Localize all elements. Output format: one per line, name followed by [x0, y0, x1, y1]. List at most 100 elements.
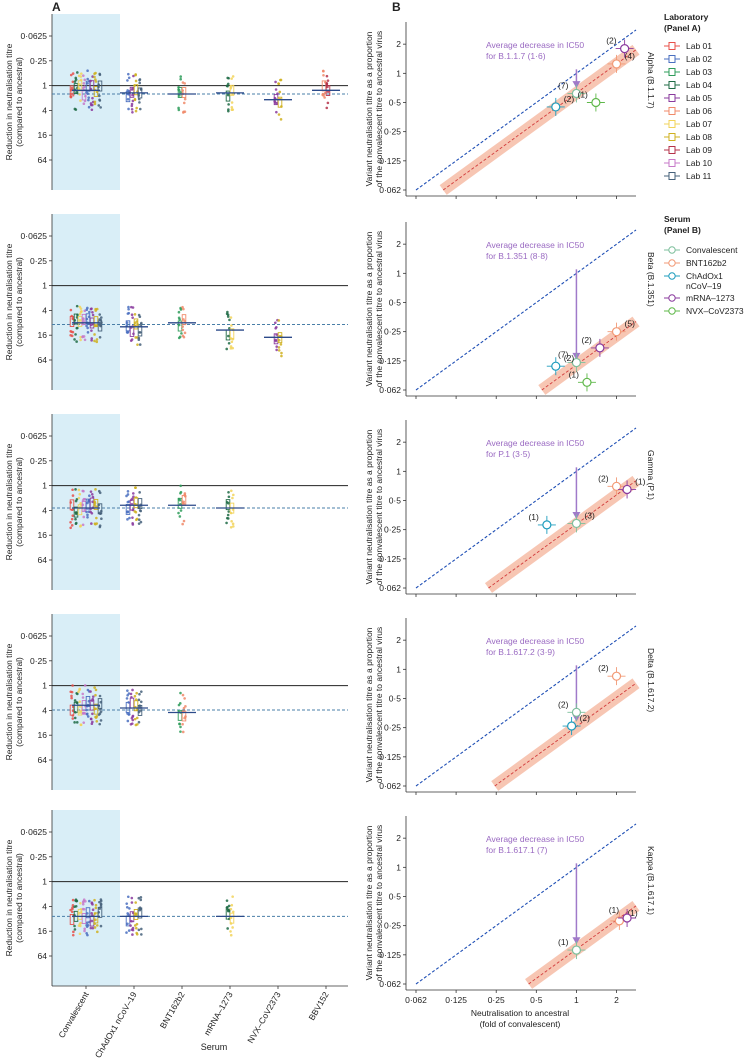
data-point — [88, 310, 91, 314]
legend-swatch — [668, 94, 676, 102]
data-point — [229, 316, 233, 319]
lab-box — [97, 503, 103, 515]
y-tick-label: 0·25 — [384, 327, 401, 337]
x-tick-label: NVX–CoV2373 — [245, 990, 283, 1045]
data-point — [87, 105, 91, 109]
panel-a-row-5: 0·0625 0·25 1 4 16 64 Reduction in neutralisat… — [4, 810, 348, 986]
data-point — [138, 505, 141, 509]
annotation: Average decrease in IC50 for B.1.617.2 (3… — [486, 636, 584, 657]
legend-label: NVX–CoV2373 — [686, 306, 744, 316]
data-point — [622, 484, 632, 495]
y-tick-label: 0·5 — [389, 495, 402, 505]
y-tick-label: 2 — [396, 833, 401, 843]
data-point — [179, 725, 182, 729]
data-point — [277, 346, 281, 349]
y-tick-label: 0·0625 — [21, 827, 48, 837]
data-point — [229, 525, 233, 529]
x-axis-title-b-line: Neutralisation to ancestral — [471, 1008, 569, 1018]
data-point — [611, 327, 622, 337]
data-point — [94, 80, 98, 83]
data-point — [138, 331, 142, 334]
data-point — [69, 520, 72, 524]
data-point — [90, 337, 94, 340]
data-point — [179, 509, 183, 512]
data-point — [99, 710, 103, 713]
legend-swatch — [668, 81, 676, 89]
data-point — [134, 723, 138, 727]
point-count-label: (1) — [635, 476, 646, 486]
legend-swatch — [668, 107, 676, 115]
annotation: Average decrease in IC50 for B.1.1.7 (1·6… — [486, 40, 584, 61]
data-point — [137, 522, 141, 525]
data-point — [229, 347, 233, 350]
data-point — [93, 333, 96, 336]
data-point — [71, 684, 74, 687]
y-tick-label: 1 — [396, 664, 401, 674]
data-point — [135, 106, 138, 110]
data-point — [75, 90, 78, 94]
data-point — [137, 518, 141, 522]
data-point — [126, 510, 130, 513]
data-point — [94, 78, 97, 81]
data-point — [93, 926, 97, 929]
y-axis-title-line: of the convalescent titre to ancestral v… — [374, 627, 384, 783]
data-point — [227, 334, 230, 338]
legend-swatch — [668, 68, 676, 76]
lab-box — [225, 90, 231, 102]
data-point — [94, 522, 97, 526]
legend-swatch — [668, 133, 676, 141]
data-point — [325, 74, 329, 78]
y-axis-title-line: Variant neutralisation titre as a propor… — [364, 627, 374, 782]
data-point — [134, 109, 138, 113]
data-point — [74, 78, 78, 81]
data-point — [69, 526, 72, 530]
data-point — [134, 901, 138, 904]
data-point — [230, 101, 234, 104]
data-point — [181, 693, 185, 697]
data-point — [177, 703, 181, 707]
annotation-line: for B.1.351 (8·8) — [486, 251, 548, 261]
decrease-line — [488, 480, 637, 589]
data-point — [179, 691, 182, 695]
data-point — [131, 110, 134, 114]
data-point — [226, 93, 230, 97]
data-point — [83, 309, 87, 313]
data-point — [611, 481, 622, 491]
data-point — [98, 335, 102, 339]
data-point — [89, 307, 93, 311]
data-point — [86, 326, 89, 330]
legend-swatch — [668, 272, 676, 280]
data-point — [326, 85, 329, 89]
data-point — [181, 325, 184, 328]
data-point — [93, 686, 96, 689]
decrease-line — [494, 682, 637, 787]
data-point — [86, 912, 89, 915]
data-point — [131, 718, 135, 722]
data-point — [81, 523, 85, 527]
annotation-line: Average decrease in IC50 — [486, 636, 584, 646]
data-point — [94, 488, 97, 491]
y-tick-label: 0·0625 — [21, 631, 48, 641]
data-point — [126, 518, 129, 521]
data-point — [321, 69, 325, 73]
y-tick-label: 16 — [38, 130, 48, 140]
y-tick-label: 16 — [38, 730, 48, 740]
data-point — [73, 928, 77, 931]
point-count-label: (2) — [580, 713, 591, 723]
y-tick-label: 0·25 — [30, 456, 47, 466]
data-point — [131, 688, 134, 692]
x-tick-label: 0·5 — [530, 995, 543, 1005]
data-point — [137, 513, 141, 517]
legend-label: Lab 04 — [686, 80, 712, 90]
data-point — [226, 927, 229, 930]
data-point — [231, 910, 235, 914]
data-point — [90, 522, 93, 525]
panel-a-row-1: 0·0625 0·25 1 4 16 64 Reduction in neutralisat… — [4, 14, 348, 190]
y-tick-label: 16 — [38, 926, 48, 936]
lab-box — [137, 498, 143, 510]
data-point — [177, 108, 181, 112]
y-tick-label: 64 — [38, 555, 48, 565]
data-point — [279, 118, 283, 121]
panel-b-label: B — [392, 0, 401, 14]
data-point — [133, 98, 137, 102]
